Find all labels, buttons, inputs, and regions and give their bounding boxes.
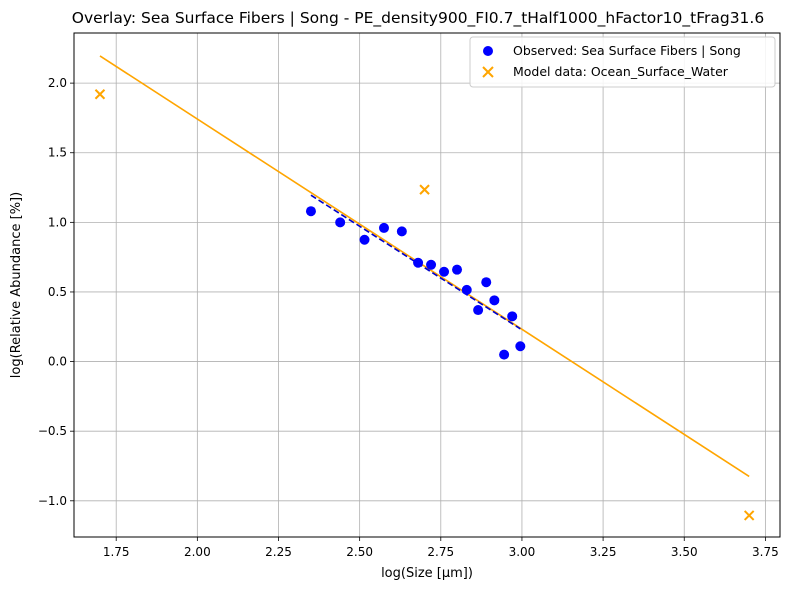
x-tick-label: 2.25 bbox=[265, 545, 292, 559]
model-point bbox=[743, 510, 755, 521]
observed-point bbox=[481, 277, 492, 288]
observed-point bbox=[461, 284, 472, 295]
model-fit-line bbox=[99, 55, 750, 478]
observed-point bbox=[515, 341, 526, 352]
x-tick-label: 2.50 bbox=[346, 545, 373, 559]
observed-point bbox=[413, 257, 424, 268]
observed-point bbox=[396, 226, 407, 237]
observed-point bbox=[305, 206, 316, 217]
x-axis-label: log(Size [μm]) bbox=[381, 566, 473, 581]
observed-point bbox=[378, 222, 389, 233]
legend-observed-label: Observed: Sea Surface Fibers | Song bbox=[513, 43, 741, 58]
x-axis: 1.75 2.00 2.25 2.50 2.75 3.00 3.25 3.50 3.75 bbox=[103, 537, 779, 559]
observed-point bbox=[473, 305, 484, 316]
y-tick-label: 1.0 bbox=[48, 215, 67, 229]
x-tick-label: 3.50 bbox=[671, 545, 698, 559]
legend-box bbox=[469, 36, 776, 88]
observed-point bbox=[452, 264, 463, 275]
y-tick-label: −1.0 bbox=[38, 494, 67, 508]
observed-point bbox=[335, 217, 346, 228]
legend-observed-marker bbox=[483, 46, 493, 56]
plot-frame bbox=[73, 32, 781, 538]
y-axis-label: log(Relative Abundance [%]) bbox=[9, 192, 24, 378]
observed-point bbox=[499, 349, 510, 360]
grid bbox=[74, 33, 780, 537]
x-tick-label: 3.75 bbox=[752, 545, 779, 559]
y-tick-label: 0.0 bbox=[48, 355, 67, 369]
y-tick-label: 0.5 bbox=[48, 285, 67, 299]
observed-point bbox=[489, 295, 500, 306]
x-tick-label: 3.25 bbox=[590, 545, 617, 559]
legend-model-marker bbox=[482, 66, 494, 78]
observed-point bbox=[439, 266, 450, 277]
model-point bbox=[419, 184, 430, 195]
chart-title: Overlay: Sea Surface Fibers | Song - PE_… bbox=[72, 9, 764, 28]
observed-point bbox=[507, 311, 518, 322]
plot-marks bbox=[94, 55, 755, 521]
y-axis: −1.0 −0.5 0.0 0.5 1.0 1.5 2.0 bbox=[38, 76, 74, 508]
observed-point bbox=[359, 234, 370, 245]
y-tick-label: 1.5 bbox=[48, 146, 67, 160]
legend: Observed: Sea Surface Fibers | Song Mode… bbox=[469, 36, 776, 88]
observed-fit-line bbox=[310, 194, 521, 330]
x-tick-label: 1.75 bbox=[103, 545, 130, 559]
y-tick-label: −0.5 bbox=[38, 424, 67, 438]
x-tick-label: 2.75 bbox=[427, 545, 454, 559]
model-point bbox=[94, 89, 106, 100]
y-tick-label: 2.0 bbox=[48, 76, 67, 90]
x-tick-label: 2.00 bbox=[184, 545, 211, 559]
observed-point bbox=[426, 259, 437, 270]
x-tick-label: 3.00 bbox=[509, 545, 536, 559]
legend-model-label: Model data: Ocean_Surface_Water bbox=[513, 64, 729, 79]
